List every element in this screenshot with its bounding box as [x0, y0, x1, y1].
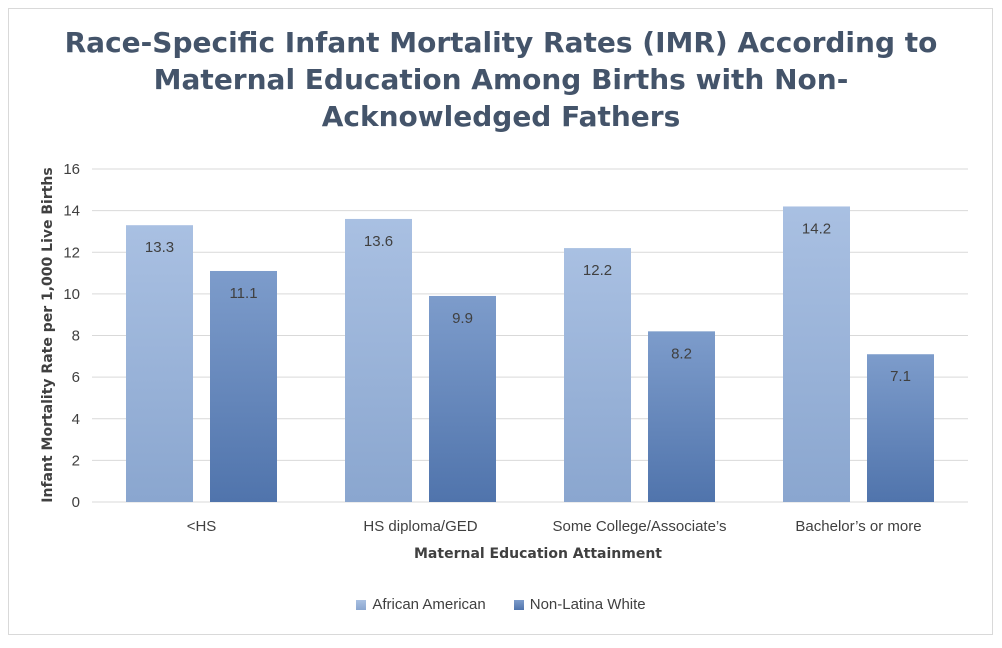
x-category-label: HS diploma/GED	[363, 518, 477, 535]
y-tick-label: 10	[63, 286, 80, 303]
legend-item-non-latina-white: Non-Latina White	[513, 596, 646, 613]
y-tick-label: 6	[72, 369, 80, 386]
legend: African American Non-Latina White	[0, 596, 1002, 613]
data-label: 12.2	[583, 262, 612, 279]
x-category-label: <HS	[187, 518, 217, 535]
chart-title-line: Acknowledged Fathers	[321, 100, 681, 133]
data-labels: 13.3 11.1 13.6 9.9 12.2 8.2 14.2 7.1	[145, 220, 911, 385]
legend-label: Non-Latina White	[529, 596, 646, 613]
bar-series-0-cat-0	[126, 225, 193, 502]
x-axis-categories: <HS HS diploma/GED Some College/Associate’…	[187, 518, 922, 535]
x-category-label: Bachelor’s or more	[795, 518, 921, 535]
x-category-label: Some College/Associate’s	[553, 518, 727, 535]
y-tick-label: 14	[63, 203, 80, 220]
data-label: 7.1	[890, 368, 911, 385]
bars	[126, 206, 934, 502]
y-tick-label: 4	[72, 411, 80, 428]
legend-swatch-african-american	[356, 599, 367, 610]
bar-series-1-cat-1	[429, 295, 496, 502]
y-tick-label: 2	[72, 452, 80, 469]
data-label: 9.9	[452, 310, 473, 327]
bar-series-1-cat-2	[648, 331, 715, 502]
legend-label: African American	[372, 596, 486, 613]
y-axis-ticks: 0 2 4 6 8 10 12 14 16	[63, 161, 80, 511]
legend-swatch-non-latina-white	[513, 599, 524, 610]
y-tick-label: 0	[72, 494, 80, 511]
data-label: 13.3	[145, 239, 174, 256]
bar-series-0-cat-2	[564, 248, 631, 502]
data-label: 13.6	[364, 233, 393, 250]
chart-title: Race-Specific Infant Mortality Rates (IM…	[0, 24, 1002, 135]
y-tick-label: 16	[63, 161, 80, 178]
bar-series-0-cat-1	[345, 218, 412, 502]
data-label: 8.2	[671, 345, 692, 362]
bar-series-1-cat-0	[210, 270, 277, 502]
data-label: 11.1	[229, 285, 257, 302]
data-label: 14.2	[802, 220, 831, 237]
y-tick-label: 12	[63, 244, 80, 261]
legend-item-african-american: African American	[356, 596, 486, 613]
y-axis-title: Infant Mortality Rate per 1,000 Live Bir…	[40, 167, 56, 502]
chart-title-line: Race-Specific Infant Mortality Rates (IM…	[64, 26, 938, 59]
bar-series-0-cat-3	[783, 206, 850, 502]
x-axis-title: Maternal Education Attainment	[414, 546, 662, 562]
chart-title-line: Maternal Education Among Births with Non…	[153, 63, 849, 96]
y-tick-label: 8	[72, 328, 80, 345]
bar-series-1-cat-3	[867, 354, 934, 502]
